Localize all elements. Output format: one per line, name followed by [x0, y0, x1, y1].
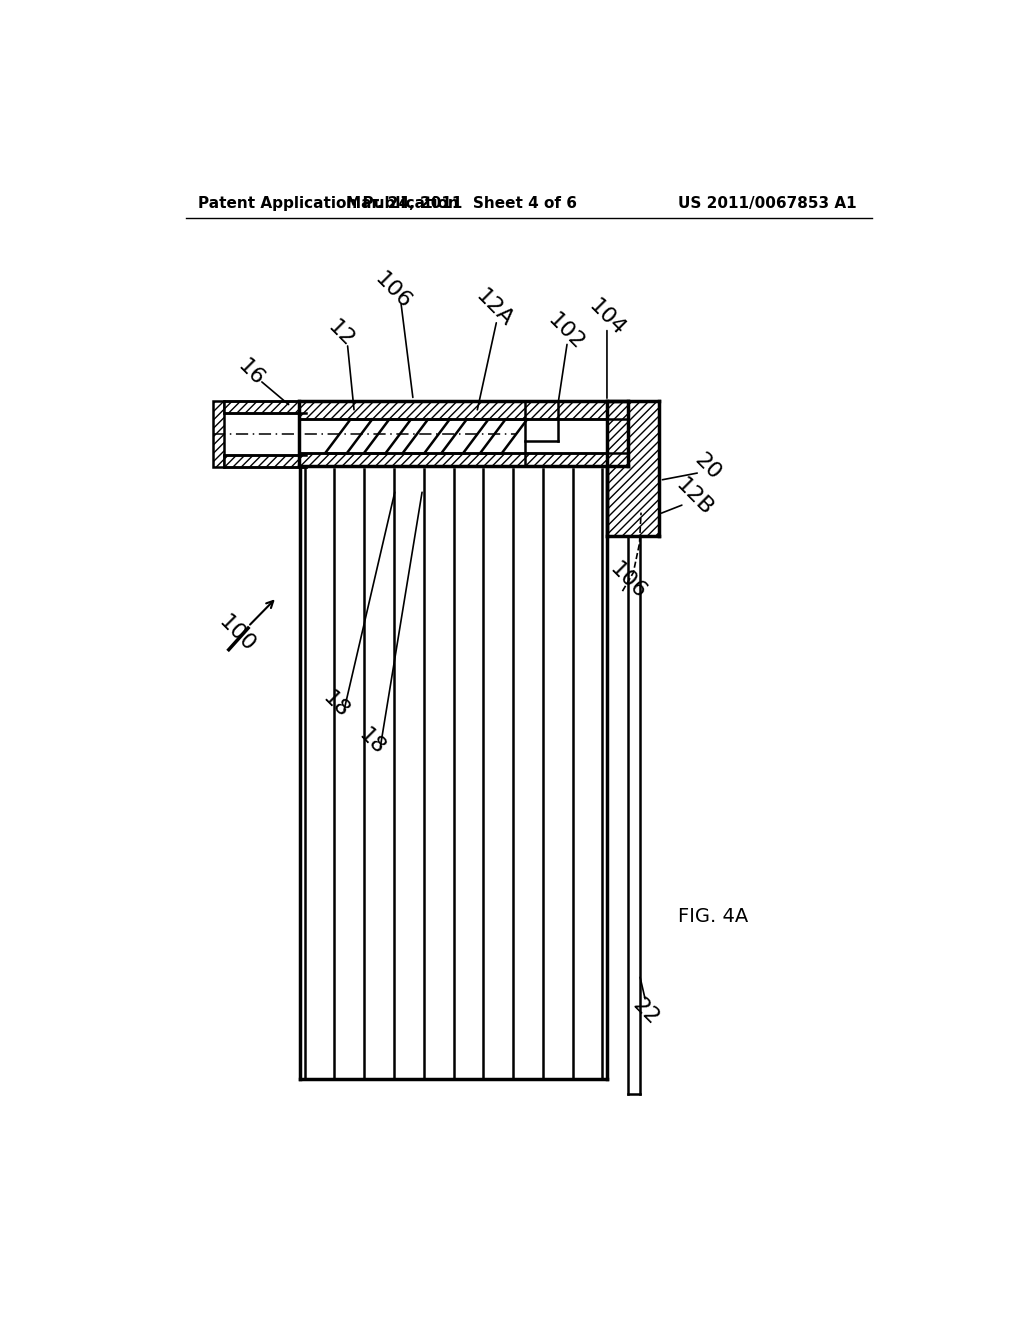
- Text: 12B: 12B: [672, 475, 716, 520]
- Bar: [224, 401, 306, 413]
- Text: 20: 20: [690, 449, 725, 483]
- Bar: [299, 453, 628, 466]
- Text: 12: 12: [324, 317, 358, 351]
- Text: 106: 106: [606, 558, 650, 602]
- Bar: [299, 401, 628, 420]
- Text: 12A: 12A: [471, 286, 516, 331]
- Bar: [224, 455, 306, 467]
- Text: US 2011/0067853 A1: US 2011/0067853 A1: [678, 195, 856, 211]
- Text: 106: 106: [371, 269, 415, 313]
- Text: 18: 18: [318, 688, 352, 722]
- Text: Mar. 24, 2011  Sheet 4 of 6: Mar. 24, 2011 Sheet 4 of 6: [346, 195, 577, 211]
- Text: 102: 102: [544, 310, 588, 354]
- Text: FIG. 4A: FIG. 4A: [678, 907, 749, 927]
- Bar: [213, 401, 224, 467]
- Text: 18: 18: [355, 725, 389, 759]
- Bar: [607, 401, 658, 536]
- Text: 16: 16: [233, 355, 267, 389]
- Text: 22: 22: [629, 994, 663, 1028]
- Text: Patent Application Publication: Patent Application Publication: [198, 195, 459, 211]
- Text: 100: 100: [214, 612, 259, 656]
- Text: 104: 104: [585, 296, 629, 339]
